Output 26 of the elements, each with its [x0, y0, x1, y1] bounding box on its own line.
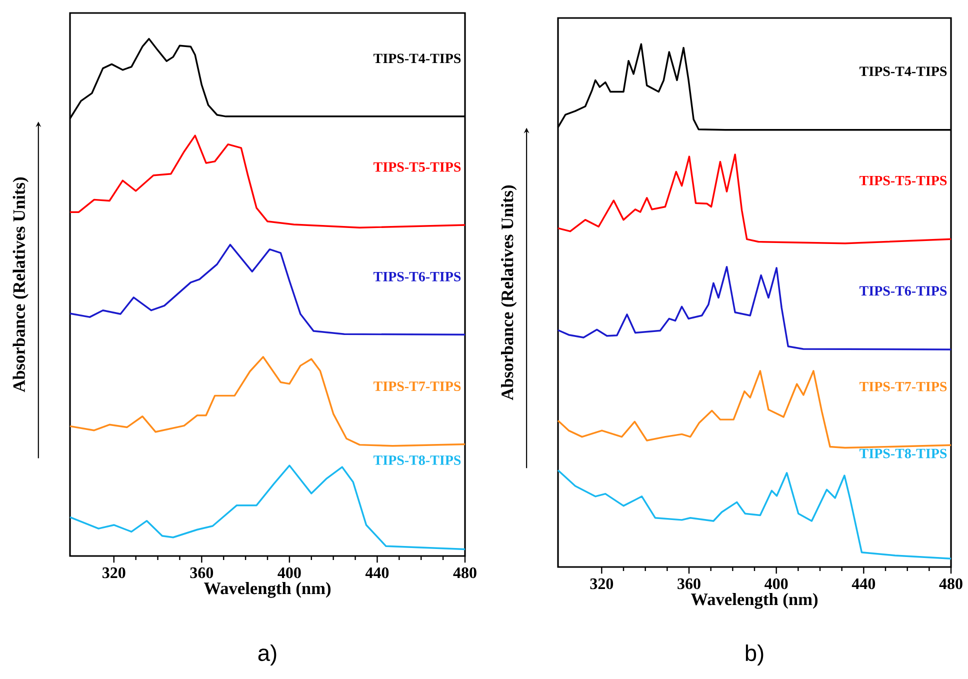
x-tick-label: 400	[764, 578, 788, 590]
x-tick-label: 480	[939, 578, 962, 590]
text: TIPS-T7-TIPS	[374, 382, 461, 391]
text: TIPS-T5-TIPS	[374, 162, 461, 172]
x-axis-title: Wavelength (nm)	[690, 593, 818, 609]
series-label: TIPS-T8-TIPS	[860, 448, 947, 458]
x-tick-label: 360	[678, 578, 700, 590]
text: b)	[746, 644, 764, 666]
x-tick-label: 480	[453, 567, 476, 578]
x-tick-label: 400	[278, 567, 301, 578]
x-tick-label: 320	[102, 567, 126, 578]
y-axis-title: Absorbance (Relatives Units)	[12, 177, 28, 392]
x-tick-label: 320	[590, 578, 614, 590]
text: TIPS-T4-TIPS	[374, 54, 461, 64]
y-axis-title: Absorbance (Relatives Units)	[501, 185, 517, 400]
text: TIPS-T7-TIPS	[860, 382, 947, 392]
x-tick-label: 440	[365, 567, 389, 578]
x-tick-label: 360	[190, 567, 214, 578]
x-axis-title: Wavelength (nm)	[204, 582, 331, 598]
text: TIPS-T6-TIPS	[860, 286, 947, 296]
text: a)	[258, 644, 276, 666]
x-tick-label: 440	[852, 578, 876, 590]
text: TIPS-T5-TIPS	[860, 176, 947, 186]
text: TIPS-T6-TIPS	[374, 272, 461, 282]
text: TIPS-T4-TIPS	[860, 66, 947, 76]
series-label: TIPS-T8-TIPS	[374, 455, 461, 465]
